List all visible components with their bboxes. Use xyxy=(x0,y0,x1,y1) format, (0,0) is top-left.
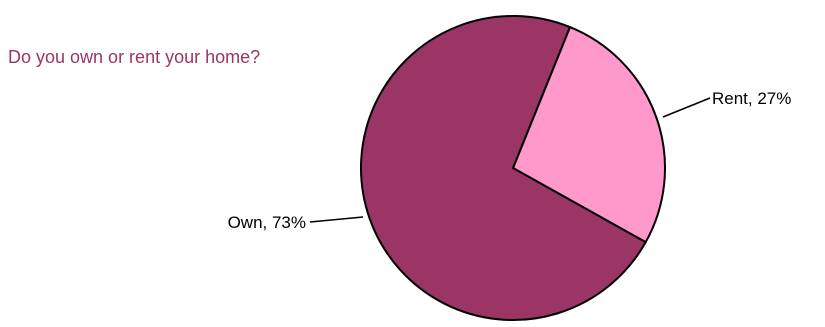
leader-line-rent xyxy=(663,98,710,117)
leader-line-own xyxy=(310,217,363,222)
chart-title: Do you own or rent your home? xyxy=(8,47,260,68)
data-label-own: Own, 73% xyxy=(228,213,306,232)
data-label-rent: Rent, 27% xyxy=(712,89,791,108)
